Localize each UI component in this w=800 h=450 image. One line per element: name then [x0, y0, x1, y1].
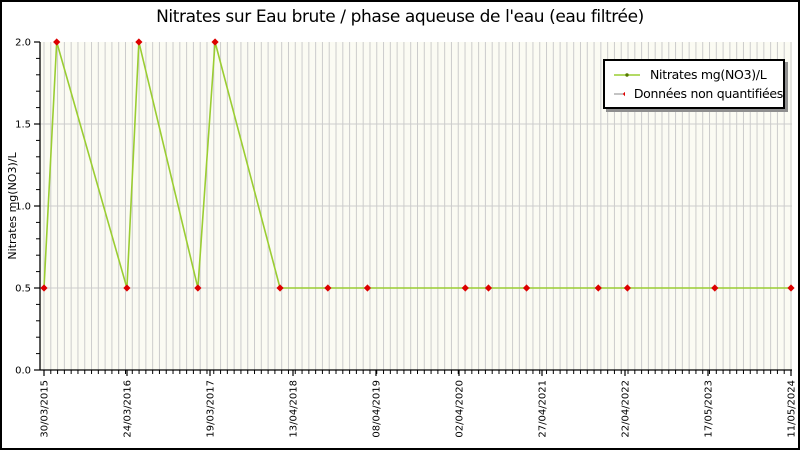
x-tick-label: 27/04/2021: [538, 380, 549, 438]
data-point-marker: [623, 284, 632, 292]
data-point-marker: [123, 284, 131, 292]
data-point-marker: [211, 38, 219, 46]
data-point-marker: [135, 38, 143, 46]
x-tick-label: 24/03/2016: [123, 380, 134, 438]
data-point-marker: [787, 284, 795, 292]
data-point-marker: [276, 284, 284, 292]
y-axis-title: Nitrates mg(NO3)/L: [6, 152, 19, 260]
x-tick-label: 11/05/2024: [787, 380, 798, 438]
x-tick-label: 02/04/2020: [455, 380, 466, 438]
y-tick-label: 0.0: [15, 366, 31, 377]
x-tick-label: 22/04/2022: [621, 380, 632, 438]
x-tick-label: 30/03/2015: [40, 380, 51, 438]
series-line: [43, 41, 791, 289]
data-point-marker: [53, 38, 61, 46]
data-point-marker: [711, 284, 719, 292]
data-point-marker: [324, 284, 332, 292]
y-tick-label: 2.0: [15, 38, 31, 49]
line-dot-marker-icon: [614, 72, 640, 77]
legend: Nitrates mg(NO3)/L Données non quantifié…: [603, 59, 785, 109]
x-tick-label: 08/04/2019: [372, 380, 383, 438]
x-tick-label: 19/03/2017: [206, 380, 217, 438]
data-point-marker: [194, 284, 202, 292]
data-point-marker: [40, 284, 48, 292]
data-point-marker: [594, 284, 602, 292]
data-point-marker: [522, 284, 531, 292]
chart-title: Nitrates sur Eau brute / phase aqueuse d…: [156, 7, 644, 27]
data-point-marker: [363, 284, 372, 292]
x-tick-label: 17/05/2023: [704, 380, 715, 438]
y-tick-label: 0.5: [15, 284, 31, 295]
legend-item-nitrates: Nitrates mg(NO3)/L: [613, 65, 783, 84]
y-tick-label: 1.5: [15, 120, 31, 131]
legend-label-nitrates: Nitrates mg(NO3)/L: [650, 67, 767, 82]
y-tick-label: 1.0: [15, 202, 31, 213]
data-point-marker: [484, 284, 493, 292]
line-diamond-marker-icon: [614, 91, 625, 96]
legend-label-non-quantified: Données non quantifiées: [633, 86, 783, 101]
x-tick-label: 13/04/2018: [289, 380, 300, 438]
legend-item-non-quantified: Données non quantifiées: [613, 84, 783, 103]
data-point-marker: [461, 284, 469, 292]
